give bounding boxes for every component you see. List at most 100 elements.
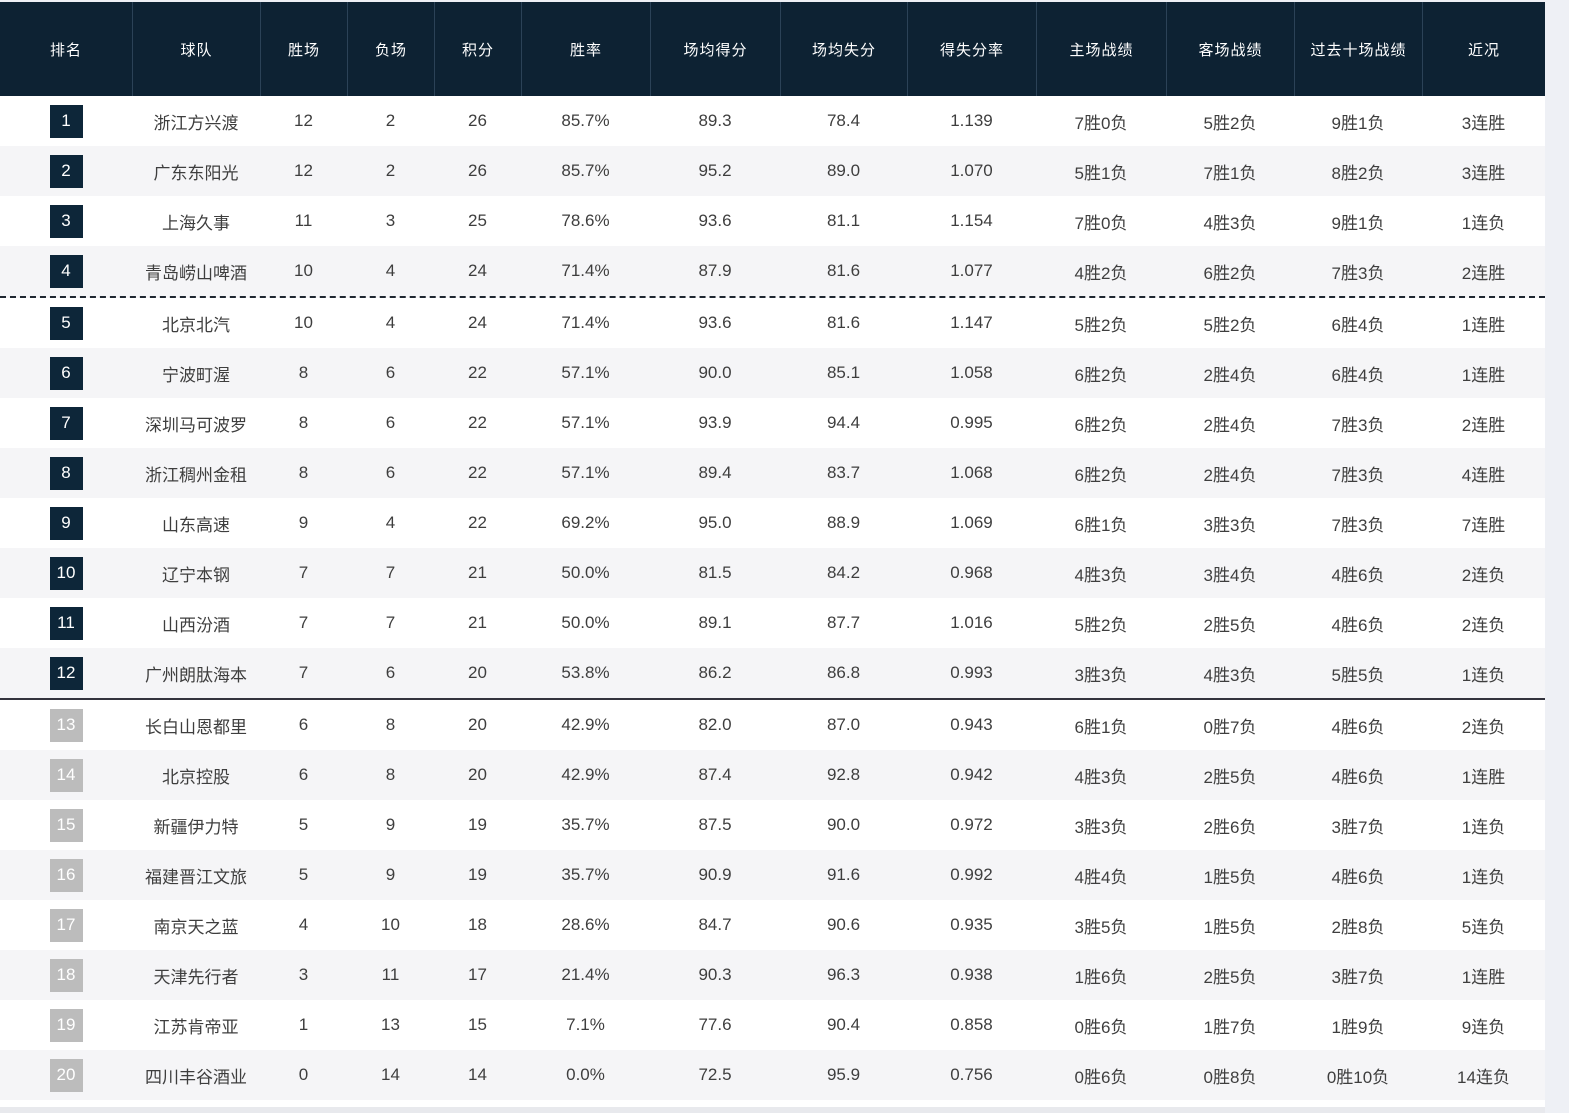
cell-team: 深圳马可波罗 [145,415,247,435]
cell-streak: 9连负 [1461,1017,1506,1037]
cell-ratio: 1.139 [950,111,993,130]
cell-win-rate: 71.4% [561,313,610,332]
table-header: 排名 球队 胜场 负场 积分 胜率 场均得分 场均失分 得失分率 主场战绩 客场… [0,2,1545,96]
column-header-ratio: 得失分率 [907,2,1036,96]
rank-badge: 7 [49,406,83,440]
cell-avg-scored: 87.5 [698,815,732,834]
cell-last10-record: 4胜6负 [1331,717,1385,737]
cell-home-record: 4胜3负 [1074,767,1128,787]
cell-avg-scored: 82.0 [698,715,732,734]
table-row: 15 新疆伊力特 5 9 19 35.7% 87.5 90.0 0.972 3胜… [0,800,1545,850]
cell-avg-allowed: 90.6 [826,915,861,934]
table-row: 7 深圳马可波罗 8 6 22 57.1% 93.9 94.4 0.995 6胜… [0,398,1545,448]
table-row: 14 北京控股 6 8 20 42.9% 87.4 92.8 0.942 4胜3… [0,750,1545,800]
rank-badge: 20 [49,1058,83,1092]
cell-win-rate: 53.8% [561,663,610,682]
cell-win-rate: 35.7% [561,815,610,834]
cell-avg-allowed: 95.9 [826,1065,861,1084]
cell-avg-scored: 93.6 [698,211,732,230]
table-row: 9 山东高速 9 4 22 69.2% 95.0 88.9 1.069 6胜1负… [0,498,1545,548]
column-header-team: 球队 [132,2,260,96]
table-row: 5 北京北汽 10 4 24 71.4% 93.6 81.6 1.147 5胜2… [0,298,1545,348]
cell-away-record: 5胜2负 [1203,315,1257,335]
cell-avg-allowed: 84.2 [826,563,861,582]
cell-streak: 1连负 [1461,213,1506,233]
cell-losses: 14 [381,1065,400,1084]
cell-win-rate: 0.0% [566,1065,605,1084]
column-header-home: 主场战绩 [1036,2,1166,96]
cell-win-rate: 50.0% [561,613,610,632]
cell-streak: 3连胜 [1461,163,1506,183]
cell-win-rate: 57.1% [561,463,610,482]
cell-wins: 6 [298,765,309,784]
cell-home-record: 3胜3负 [1074,665,1128,685]
cell-home-record: 6胜1负 [1074,515,1128,535]
table-row: 18 天津先行者 3 11 17 21.4% 90.3 96.3 0.938 1… [0,950,1545,1000]
cell-losses: 13 [381,1015,400,1034]
cell-ratio: 1.058 [950,363,993,382]
cell-win-rate: 28.6% [561,915,610,934]
cell-points: 26 [468,111,487,130]
rank-badge: 10 [49,556,83,590]
cell-streak: 4连胜 [1461,465,1506,485]
cell-streak: 2连负 [1461,565,1506,585]
cell-losses: 6 [385,413,396,432]
cell-points: 22 [468,463,487,482]
cell-win-rate: 57.1% [561,413,610,432]
cell-wins: 9 [298,513,309,532]
cell-ratio: 1.077 [950,261,993,280]
cell-avg-scored: 87.4 [698,765,732,784]
cell-wins: 7 [298,663,309,682]
cell-avg-scored: 89.4 [698,463,732,482]
cell-streak: 2连胜 [1461,263,1506,283]
cell-losses: 6 [385,463,396,482]
cell-wins: 8 [298,463,309,482]
cell-losses: 10 [381,915,400,934]
cell-points: 21 [468,563,487,582]
cell-home-record: 5胜2负 [1074,315,1128,335]
cell-away-record: 2胜4负 [1203,365,1257,385]
cell-losses: 6 [385,663,396,682]
cell-avg-scored: 72.5 [698,1065,732,1084]
cell-wins: 10 [294,313,313,332]
table-row: 1 浙江方兴渡 12 2 26 85.7% 89.3 78.4 1.139 7胜… [0,96,1545,146]
cell-avg-scored: 95.2 [698,161,732,180]
table-row: 10 辽宁本钢 7 7 21 50.0% 81.5 84.2 0.968 4胜3… [0,548,1545,598]
table-row: 4 青岛崂山啤酒 10 4 24 71.4% 87.9 81.6 1.077 4… [0,246,1545,298]
cell-ratio: 1.069 [950,513,993,532]
cell-rank: 16 [0,850,132,900]
cell-rank: 8 [0,448,132,498]
cell-rank: 20 [0,1050,132,1100]
cell-last10-record: 7胜3负 [1331,515,1385,535]
column-header-away: 客场战绩 [1166,2,1294,96]
cell-rank: 17 [0,900,132,950]
cell-team: 北京北汽 [162,315,230,335]
cell-away-record: 2胜6负 [1203,817,1257,837]
rank-badge: 17 [49,908,83,942]
cell-last10-record: 6胜4负 [1331,365,1385,385]
cell-away-record: 5胜2负 [1203,113,1257,133]
rank-badge: 8 [49,456,83,490]
cell-win-rate: 21.4% [561,965,610,984]
cell-points: 21 [468,613,487,632]
cell-team: 新疆伊力特 [153,817,239,837]
cell-last10-record: 2胜8负 [1331,917,1385,937]
cell-away-record: 2胜5负 [1203,615,1257,635]
cell-avg-scored: 77.6 [698,1015,732,1034]
cell-win-rate: 7.1% [566,1015,605,1034]
cell-win-rate: 71.4% [561,261,610,280]
rank-badge: 1 [49,104,83,138]
cell-home-record: 0胜6负 [1074,1067,1128,1087]
rank-badge: 11 [49,606,83,640]
cell-streak: 5连负 [1461,917,1506,937]
cell-wins: 8 [298,363,309,382]
cell-wins: 4 [298,915,309,934]
cell-ratio: 0.858 [950,1015,993,1034]
cell-points: 19 [468,815,487,834]
cell-streak: 1连负 [1461,665,1506,685]
column-header-last10: 过去十场战绩 [1294,2,1422,96]
cell-avg-allowed: 83.7 [826,463,861,482]
cell-ratio: 1.016 [950,613,993,632]
cell-points: 20 [468,663,487,682]
